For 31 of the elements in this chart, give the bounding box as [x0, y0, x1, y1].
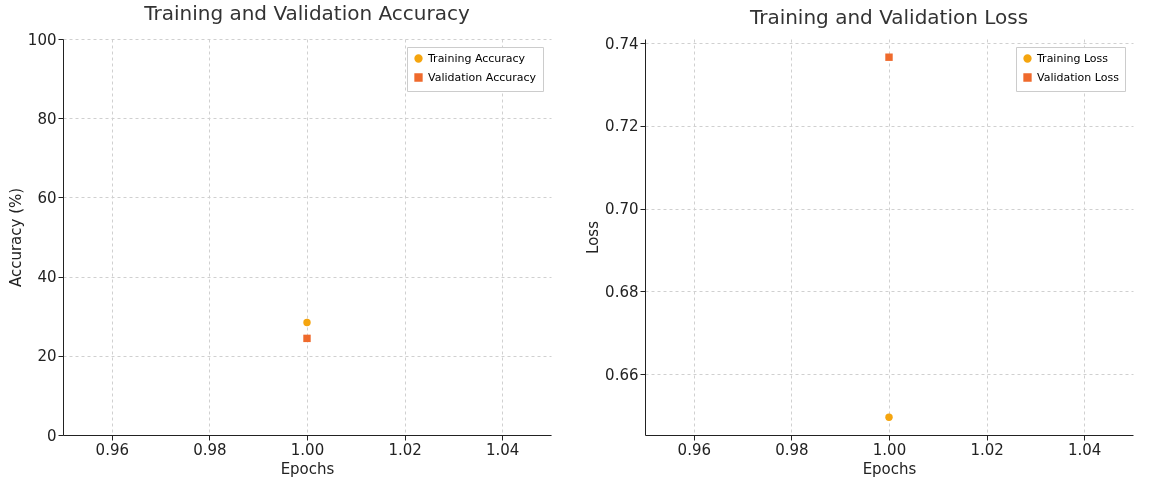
y-tick-label: 80 — [37, 109, 57, 128]
y-tick-label: 100 — [27, 30, 57, 49]
chart-title: Training and Validation Accuracy — [143, 1, 470, 25]
x-tick-label: 0.98 — [775, 440, 809, 459]
legend-label: Training Accuracy — [427, 51, 526, 65]
y-tick-label: 20 — [37, 347, 57, 366]
x-tick-label: 1.02 — [970, 440, 1004, 459]
x-tick-label: 1.00 — [872, 440, 907, 459]
y-tick-label: 0.68 — [605, 282, 639, 301]
y-tick-label: 0.74 — [605, 34, 639, 53]
x-tick-label: 1.04 — [1068, 440, 1102, 459]
chart-title: Training and Validation Loss — [748, 5, 1029, 30]
y-tick-label: 40 — [37, 268, 57, 287]
legend-label: Validation Accuracy — [428, 70, 537, 84]
legend-label: Validation Loss — [1037, 70, 1120, 84]
y-tick-label: 0.70 — [605, 200, 639, 219]
x-tick-label: 1.00 — [290, 440, 325, 459]
y-tick-label: 0.66 — [605, 365, 639, 384]
y-tick-label: 0.72 — [605, 117, 639, 136]
x-axis-title: Epochs — [280, 459, 335, 478]
y-axis-title: Loss — [584, 220, 603, 254]
x-tick-label: 1.04 — [486, 440, 520, 459]
x-axis-title: Epochs — [862, 459, 917, 478]
x-tick-label: 0.96 — [95, 440, 129, 459]
y-axis-title: Accuracy (%) — [6, 187, 25, 288]
x-tick-label: 1.02 — [388, 440, 422, 459]
y-tick-label: 0 — [46, 426, 57, 445]
x-tick-label: 0.96 — [677, 440, 711, 459]
x-tick-label: 0.98 — [193, 440, 227, 459]
y-tick-label: 60 — [37, 188, 57, 207]
legend-label: Training Loss — [1036, 51, 1109, 65]
